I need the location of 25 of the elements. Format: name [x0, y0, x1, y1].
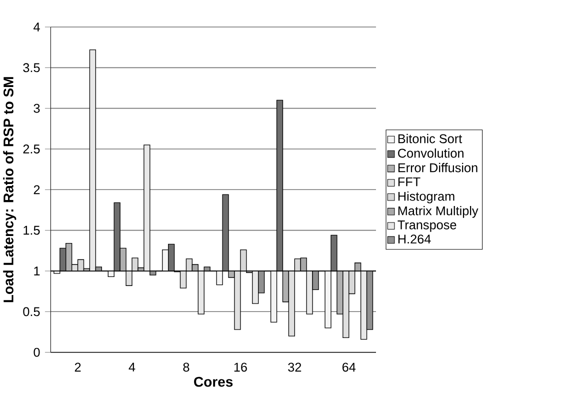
- legend-label: Matrix Multiply: [398, 206, 478, 218]
- x-tick-label: 16: [234, 362, 247, 372]
- y-axis-title: Load Latency: Ratio of RSP to SM: [3, 77, 16, 302]
- y-tick-label: 2.5: [23, 144, 40, 154]
- y-tick-label: 4: [34, 22, 40, 32]
- x-tick-label: 8: [183, 362, 190, 372]
- x-axis-title: Cores: [194, 376, 233, 387]
- y-tick-label: 3: [34, 104, 40, 113]
- x-tick-label: 2: [74, 362, 81, 372]
- legend-label: Transpose: [398, 220, 456, 232]
- legend-label: Bitonic Sort: [398, 134, 462, 144]
- y-tick-label: 1: [34, 266, 40, 276]
- y-tick-label: 3.5: [23, 63, 40, 72]
- legend-label: Error Diffusion: [398, 162, 478, 172]
- x-tick-label: 64: [342, 362, 356, 372]
- legend-label: Convolution: [398, 148, 464, 158]
- legend-label: H.264: [398, 234, 431, 244]
- y-tick-label: 0.5: [23, 307, 40, 316]
- x-tick-label: 32: [288, 362, 302, 372]
- y-tick-label: 2: [34, 185, 40, 194]
- legend-label: FFT: [398, 177, 420, 186]
- x-tick-label: 4: [128, 362, 136, 372]
- legend-label: Histogram: [398, 191, 454, 204]
- y-tick-label: 0: [34, 348, 40, 357]
- y-tick-label: 1.5: [24, 226, 40, 235]
